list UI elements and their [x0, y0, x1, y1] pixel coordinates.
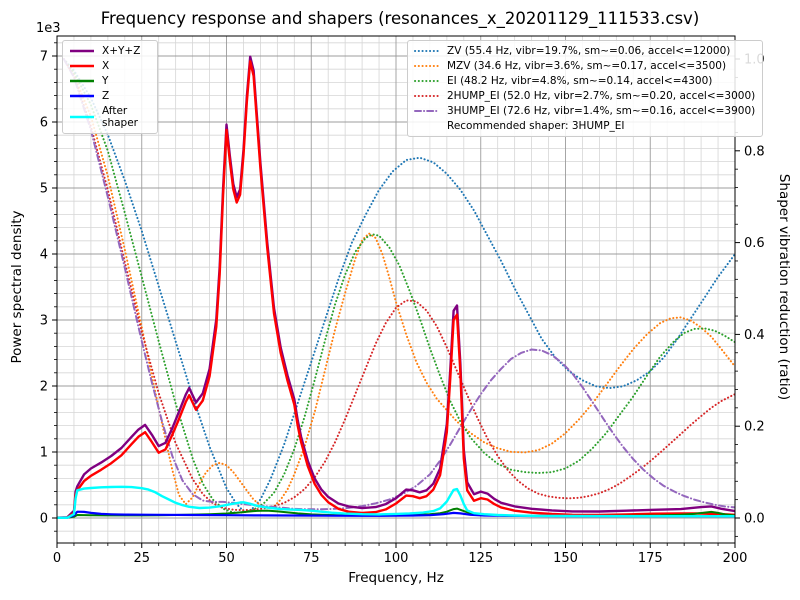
recommended-shaper-note: Recommended shaper: 3HUMP_EI — [414, 120, 755, 132]
legend-item-mzv: MZV (34.6 Hz, vibr=3.6%, sm~=0.17, accel… — [414, 60, 755, 72]
svg-text:0.6: 0.6 — [744, 236, 765, 251]
legend-item-xyz: X+Y+Z — [69, 45, 150, 57]
line-sample-icon — [70, 49, 94, 53]
svg-text:0: 0 — [53, 551, 61, 566]
legend-item-ei: EI (48.2 Hz, vibr=4.8%, sm~=0.14, accel<… — [414, 75, 755, 87]
legend-label: MZV (34.6 Hz, vibr=3.6%, sm~=0.17, accel… — [447, 60, 727, 73]
svg-text:150: 150 — [553, 551, 578, 566]
svg-text:1: 1 — [40, 446, 48, 461]
legend-label: X+Y+Z — [102, 45, 141, 57]
svg-text:3: 3 — [40, 314, 48, 329]
svg-text:0.0: 0.0 — [744, 512, 765, 527]
chart-title: Frequency response and shapers (resonanc… — [100, 9, 700, 28]
svg-text:0.4: 0.4 — [744, 328, 765, 343]
legend-label: Y — [102, 75, 109, 88]
svg-text:5: 5 — [40, 182, 48, 197]
legend-psd: X+Y+Z X Y Z After shaper — [62, 40, 158, 135]
legend-item-3hump-ei: 3HUMP_EI (72.6 Hz, vibr=1.4%, sm~=0.16, … — [414, 105, 755, 117]
legend-label: 2HUMP_EI (52.0 Hz, vibr=2.7%, sm~=0.20, … — [447, 90, 756, 103]
svg-text:7: 7 — [40, 50, 48, 65]
svg-text:0.2: 0.2 — [744, 420, 765, 435]
line-sample-icon — [70, 94, 94, 98]
svg-text:125: 125 — [468, 551, 493, 566]
svg-text:175: 175 — [638, 551, 663, 566]
svg-text:50: 50 — [218, 551, 235, 566]
svg-text:200: 200 — [723, 551, 748, 566]
line-sample-icon — [70, 116, 94, 119]
line-sample-icon — [70, 79, 94, 83]
svg-text:0.8: 0.8 — [744, 144, 765, 159]
y-axis-right-label: Shaper vibration reduction (ratio) — [776, 173, 792, 401]
line-sample-icon — [414, 65, 440, 68]
svg-text:6: 6 — [40, 116, 48, 131]
legend-note-label: Recommended shaper: 3HUMP_EI — [447, 120, 625, 133]
svg-text:2: 2 — [40, 380, 48, 395]
legend-label: 3HUMP_EI (72.6 Hz, vibr=1.4%, sm~=0.16, … — [447, 105, 756, 118]
line-sample-icon — [414, 95, 440, 98]
legend-item-after-shaper: After shaper — [69, 105, 150, 129]
legend-item-2hump-ei: 2HUMP_EI (52.0 Hz, vibr=2.7%, sm~=0.20, … — [414, 90, 755, 102]
legend-label: After shaper — [102, 105, 139, 130]
svg-text:100: 100 — [384, 551, 409, 566]
legend-label: X — [102, 60, 110, 73]
line-sample-icon — [414, 80, 440, 83]
line-sample-icon — [414, 50, 440, 53]
legend-label: ZV (55.4 Hz, vibr=19.7%, sm~=0.06, accel… — [447, 45, 731, 57]
legend-label: Z — [102, 90, 110, 103]
y-axis-left-label: Power spectral density — [9, 210, 25, 364]
legend-label: EI (48.2 Hz, vibr=4.8%, sm~=0.14, accel<… — [447, 75, 713, 88]
legend-item-y: Y — [69, 75, 150, 87]
legend-item-z: Z — [69, 90, 150, 102]
y-axis-offset-text: 1e3 — [36, 21, 61, 36]
svg-text:4: 4 — [40, 248, 48, 263]
x-axis-label: Frequency, Hz — [348, 570, 444, 586]
legend-item-zv: ZV (55.4 Hz, vibr=19.7%, sm~=0.06, accel… — [414, 45, 755, 57]
svg-text:0: 0 — [40, 512, 48, 527]
legend-item-x: X — [69, 60, 150, 72]
line-sample-icon — [414, 110, 440, 113]
svg-text:75: 75 — [303, 551, 320, 566]
svg-text:25: 25 — [133, 551, 150, 566]
legend-shapers: ZV (55.4 Hz, vibr=19.7%, sm~=0.06, accel… — [407, 40, 764, 138]
line-sample-icon — [70, 64, 94, 68]
